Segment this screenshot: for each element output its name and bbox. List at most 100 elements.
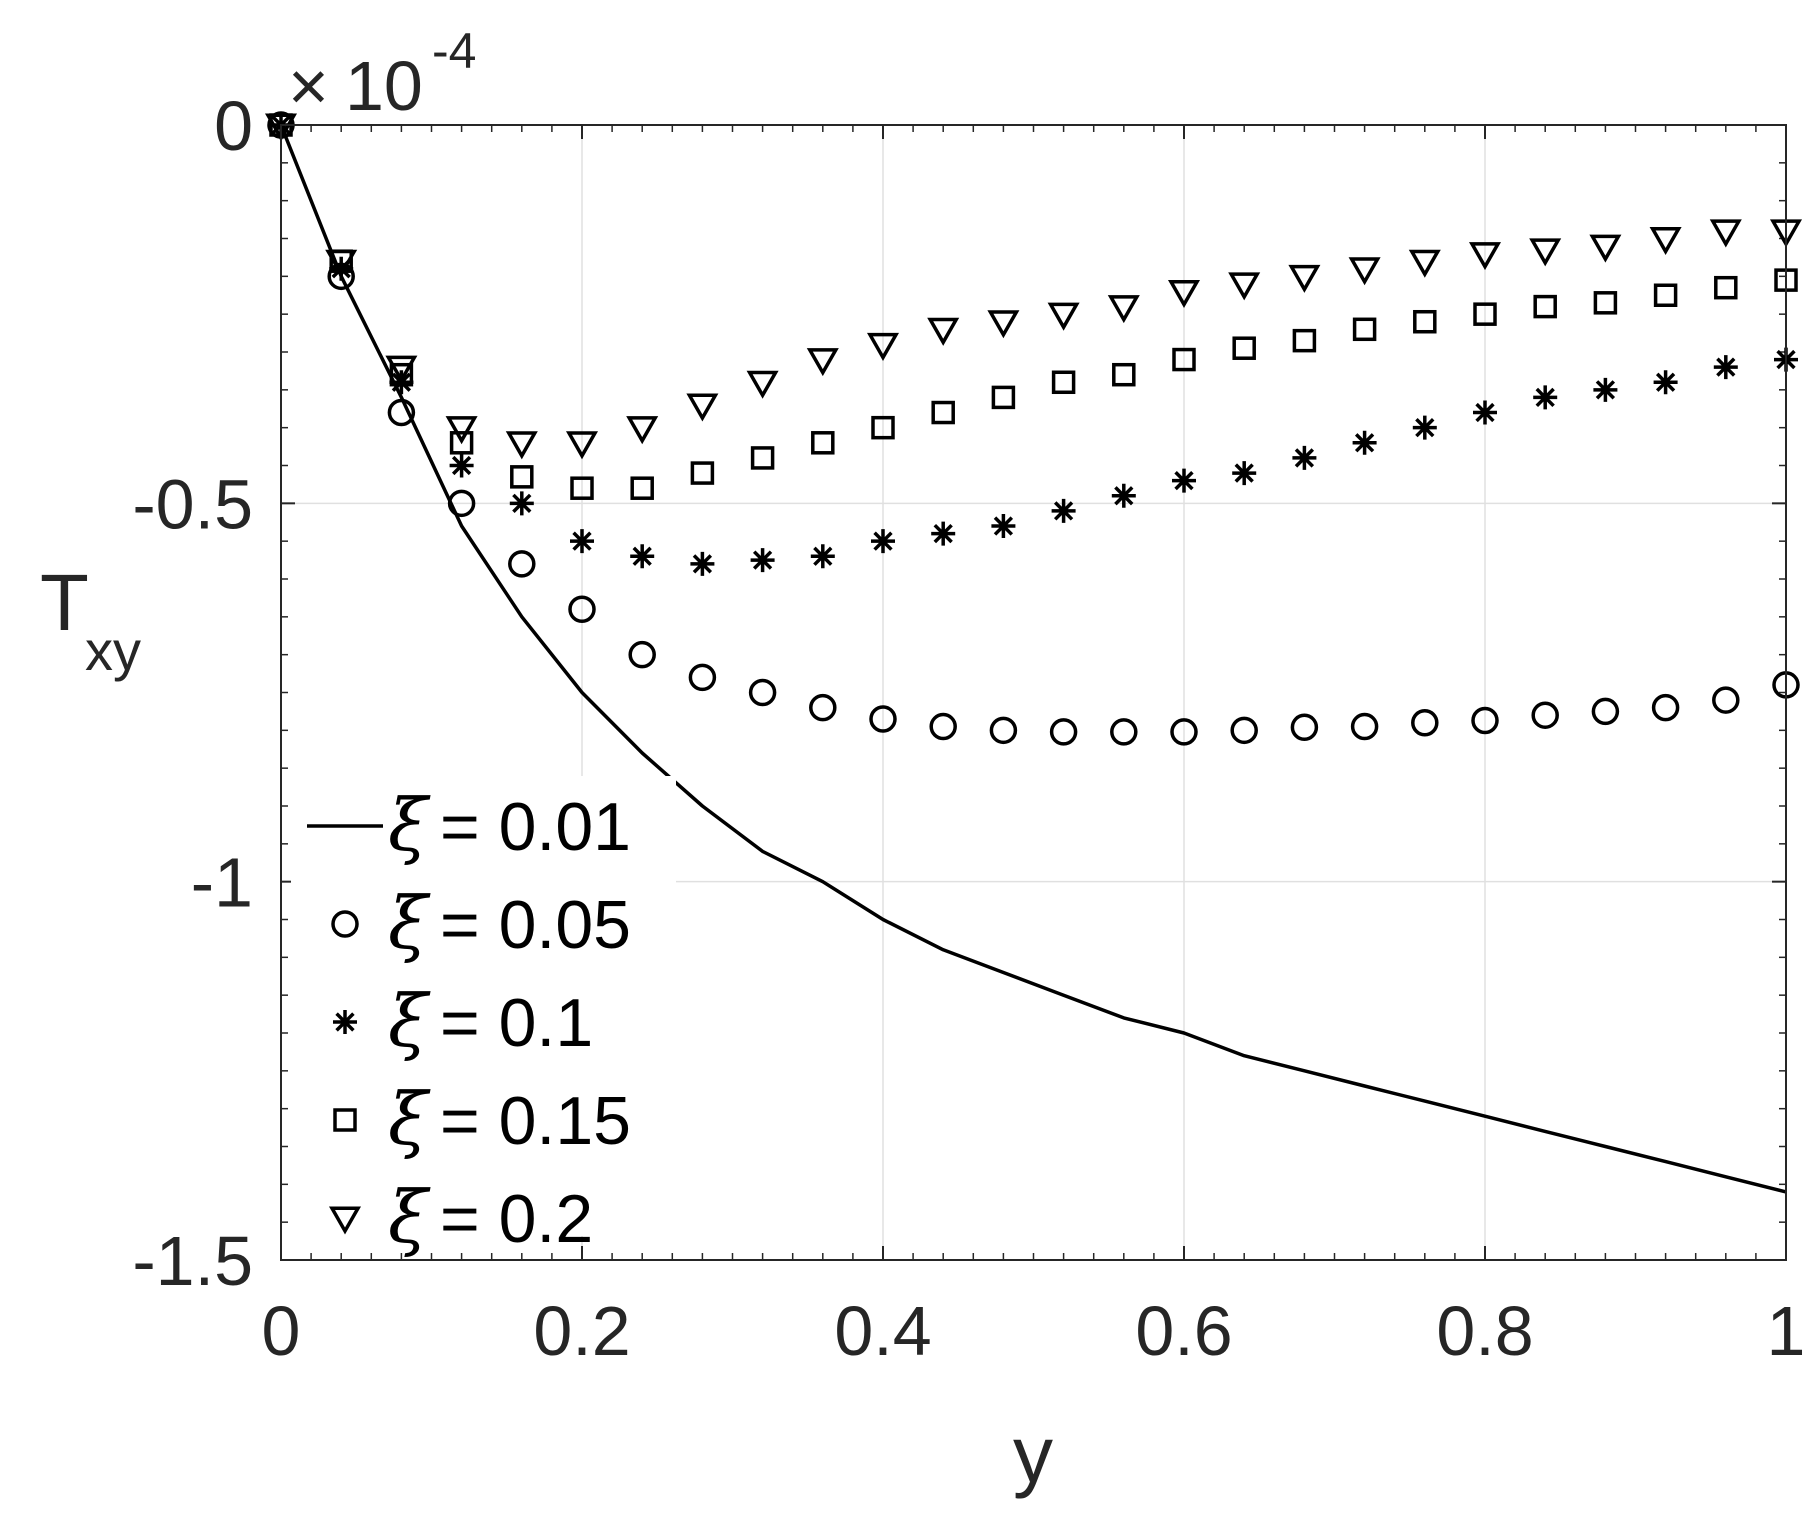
data-point: [931, 400, 955, 425]
data-point: [445, 416, 478, 445]
data-point: [387, 398, 416, 427]
data-point: [1288, 264, 1321, 293]
data-point: [389, 362, 414, 387]
data-point: [811, 431, 835, 455]
plot-frame: [280, 124, 1787, 1261]
minor-ticks: [281, 125, 1786, 1260]
data-point: [1529, 238, 1562, 267]
data-point: [565, 431, 599, 460]
data-point: [1591, 697, 1620, 726]
data-point: [1649, 227, 1682, 256]
data-point: [1589, 234, 1622, 263]
data-point: [570, 476, 594, 500]
data-point: [628, 640, 656, 669]
data-point: [1228, 272, 1261, 301]
data-point: [1292, 445, 1317, 470]
data-point: [748, 678, 777, 707]
data-point: [264, 113, 298, 142]
data-point: [1653, 370, 1678, 395]
data-point: [508, 550, 536, 578]
data-point: [1232, 461, 1257, 486]
data-point: [505, 431, 538, 460]
data-point: [1172, 468, 1196, 493]
data-point: [1714, 275, 1738, 300]
data-point: [1051, 498, 1076, 523]
y-tick-label: -1.5: [132, 1222, 253, 1300]
data-point: [866, 332, 900, 361]
legend-symbol: ξ: [388, 881, 431, 965]
data-point: [1533, 385, 1558, 410]
y-tick-label: -0.5: [132, 465, 253, 543]
data-point: [1292, 328, 1317, 353]
x-tick-label: 0: [262, 1292, 301, 1370]
data-point: [991, 514, 1016, 539]
legend-label: = 0.01: [440, 789, 631, 865]
y-axis-label-subscript: xy: [85, 619, 141, 682]
legend-item: ξ = 0.05: [331, 881, 631, 965]
data-point: [690, 461, 715, 485]
y-tick-label: -1: [191, 844, 253, 922]
data-point: [1408, 249, 1441, 278]
data-point: [568, 595, 596, 624]
data-point: [1653, 283, 1678, 307]
x-tick-label: 0.8: [1436, 1292, 1533, 1370]
y-tick-label: 0: [214, 87, 253, 165]
data-point: [1468, 242, 1502, 271]
legend-symbol: ξ: [388, 1077, 431, 1161]
legend-item: ξ = 0.1: [333, 979, 593, 1063]
x-tick-label: 0.6: [1135, 1292, 1232, 1370]
legend-marker: [331, 910, 359, 938]
legend-label: = 0.2: [440, 1181, 593, 1257]
grid: [281, 125, 1786, 1260]
data-point: [927, 317, 960, 346]
data-point: [1350, 712, 1379, 741]
data-point: [871, 415, 895, 440]
series-5: [264, 113, 1803, 460]
data-point: [630, 544, 655, 569]
data-point: [1112, 362, 1136, 387]
data-point: [1413, 309, 1437, 334]
legend-label: = 0.1: [440, 985, 593, 1061]
series-1: [279, 124, 1787, 1194]
legend-marker: [333, 1108, 357, 1132]
data-point: [1049, 718, 1078, 746]
data-point: [1533, 294, 1557, 319]
data-point: [1471, 706, 1499, 735]
data-point: [385, 355, 418, 384]
data-point: [1473, 400, 1497, 425]
data-point: [325, 249, 358, 278]
data-point: [1709, 219, 1742, 248]
data-point: [1651, 693, 1680, 722]
data-point: [626, 416, 659, 445]
y-tick-labels: 0 -0.5 -1 -1.5: [132, 87, 253, 1300]
legend-item: ξ = 0.15: [333, 1077, 631, 1161]
data-point: [869, 705, 897, 733]
data-point: [989, 716, 1018, 745]
data-point: [686, 393, 719, 422]
data-point: [1712, 686, 1740, 714]
data-point: [1473, 302, 1497, 326]
legend-symbol: ξ: [388, 783, 431, 867]
data-point: [810, 544, 835, 569]
multiplier-times: ×: [288, 47, 329, 125]
x-axis-label: y: [1013, 1410, 1053, 1499]
data-point: [1111, 483, 1136, 508]
multiplier-base: 10: [345, 47, 423, 125]
data-point: [449, 431, 474, 455]
data-point: [746, 370, 779, 399]
data-point: [509, 491, 534, 516]
legend-marker: [333, 1010, 357, 1034]
data-point: [1232, 336, 1256, 360]
data-point: [1047, 302, 1080, 331]
data-point: [871, 529, 895, 554]
data-point: [1172, 347, 1196, 372]
data-point: [991, 385, 1016, 410]
data-point: [1411, 709, 1439, 737]
data-point: [1110, 718, 1138, 746]
multiplier-exponent: -4: [432, 23, 476, 79]
data-point: [1107, 295, 1140, 324]
legend-item: ξ = 0.2: [328, 1175, 593, 1259]
data-point: [449, 453, 474, 478]
data-point: [1593, 291, 1618, 315]
